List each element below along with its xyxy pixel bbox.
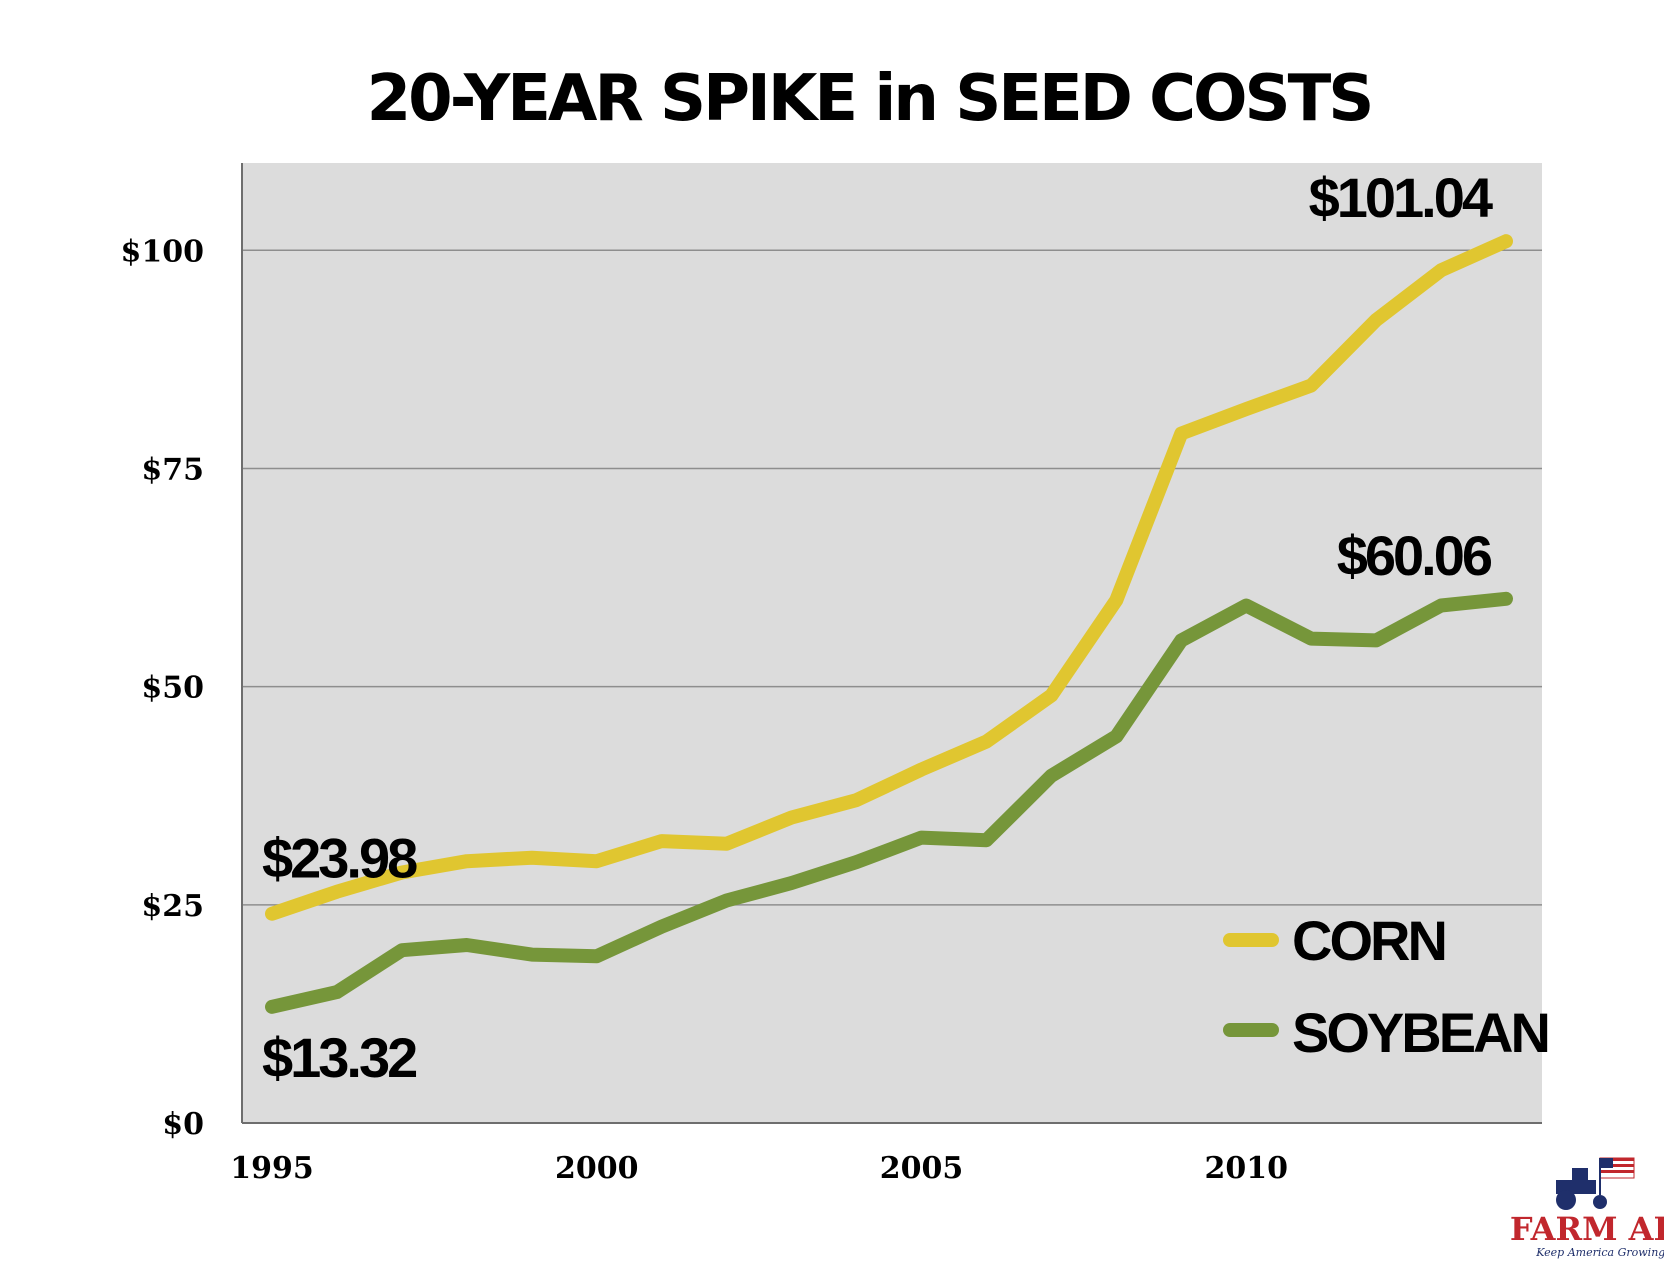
y-tick-label: $100 <box>121 234 205 269</box>
y-tick-label: $0 <box>162 1107 204 1142</box>
legend: CORN SOYBEAN <box>1223 909 1551 1064</box>
grid-lines <box>242 249 1542 906</box>
chart-title: 20-YEAR SPIKE in SEED COSTS <box>367 62 1372 136</box>
y-axis-ticks: $0 $25 $50 $75 $100 <box>121 234 205 1142</box>
logo-name: FARM AID <box>1510 1210 1664 1248</box>
callout-corn: $101.04 <box>1309 166 1493 229</box>
x-tick-label: 2005 <box>880 1151 964 1186</box>
y-tick-label: $25 <box>141 889 204 924</box>
data-callouts: $23.98 $13.32 $101.04 $60.06 <box>262 166 1496 1089</box>
x-axis-ticks: 1995 2000 2005 2010 <box>230 1151 1288 1186</box>
series-line-corn <box>265 234 1513 921</box>
callout-corn: $23.98 <box>262 827 417 890</box>
x-tick-label: 2010 <box>1204 1151 1288 1186</box>
tractor-flag-icon <box>1556 1157 1635 1210</box>
legend-label-corn: CORN <box>1292 909 1445 972</box>
logo-tagline: Keep America Growing! <box>1535 1246 1664 1259</box>
x-tick-label: 2000 <box>555 1151 639 1186</box>
series-line-soybean <box>265 591 1513 1014</box>
y-tick-label: $75 <box>141 452 204 487</box>
y-tick-label: $50 <box>141 671 204 706</box>
series-lines <box>265 234 1513 1014</box>
farm-aid-logo: FARM AID Keep America Growing! <box>1510 1157 1664 1259</box>
callout-soybean: $13.32 <box>262 1026 416 1089</box>
legend-label-soybean: SOYBEAN <box>1292 1001 1548 1064</box>
callout-soybean: $60.06 <box>1337 524 1492 587</box>
x-tick-label: 1995 <box>230 1151 314 1186</box>
